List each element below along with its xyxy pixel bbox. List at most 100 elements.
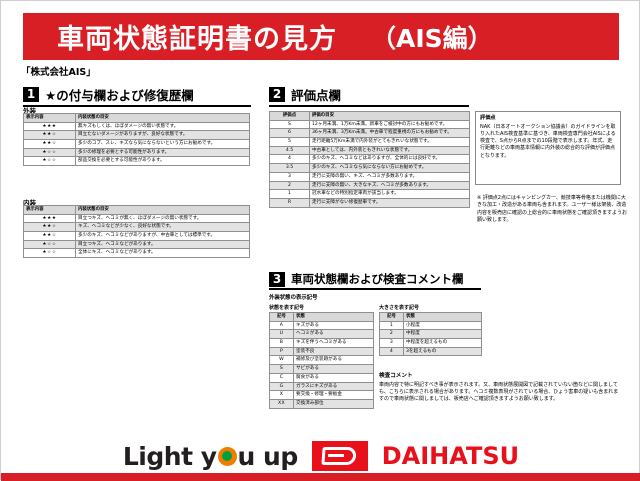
section-3-number: 3 [269, 271, 285, 287]
condition-description: 腐食がある [293, 372, 374, 383]
table-row: 5 走行距離5万Km未満で内外装がとてもきれいな状態です。 [269, 136, 470, 147]
section-1-title: ★の付与欄および修復歴欄 [45, 88, 194, 103]
table-row: ★☆☆ 多少の修理を必要とする可能性があります。 [23, 147, 250, 158]
table-row: 2 走行に支障の無い、大きなキズ、ヘコミが多数あります。 [269, 180, 470, 191]
evaluation-description: 冠水車などの特別指定車両が該当します。 [309, 189, 470, 200]
table-row: ★★☆ 多少のキズ、ヘコミなどがありますが、中古車としては標準です。 [23, 230, 250, 241]
evaluation-description: 走行に支障がない修復歴車です。 [309, 198, 470, 208]
condition-symbol: XX [269, 399, 294, 409]
size-symbol-label: 大きさを表す記号 [379, 305, 420, 311]
section-2-header: 2 評価点欄 [269, 85, 469, 107]
star-rating: ★★★ [23, 213, 76, 224]
ring-o-icon [217, 446, 237, 466]
evaluation-score: 2 [269, 180, 310, 191]
table-row: 3 走行に支障の無い、キズ、ヘコミが多数あります。 [269, 171, 470, 182]
rating-description: 多少のキズ、ヘコミなどがありますが、中古車としては標準です。 [75, 230, 250, 241]
condition-symbol: P [269, 346, 294, 357]
table-row: U ヘコミがある [269, 329, 374, 339]
table-row: 4.5 中古車としては、内外装ともきれいな状態です。 [269, 145, 470, 156]
exterior-rating-table: 表示内容 内装状態の目安 ★★★ 無キズもしくは、ほぼダメージの無い状態です。 ★★… [23, 113, 250, 167]
table-row: ★★☆ 目立たないダメージがありますが、良好な状態です。 [23, 130, 250, 140]
evaluation-description: 中古車としては、内外装ともきれいな状態です。 [309, 145, 470, 156]
table-row: 1 冠水車などの特別指定車両が該当します。 [269, 189, 470, 200]
exterior-label: 外装 [23, 107, 36, 115]
evaluation-score: S [269, 119, 310, 130]
table-header-row: 表示内容 内装状態の目安 [23, 205, 250, 215]
table-header-row: 表示内容 内装状態の目安 [23, 113, 250, 123]
rating-description: 目立つキズ、ヘコミが無く、ほぼダメージの無い状態です。 [75, 213, 250, 224]
condition-description: 交換済み部位 [293, 399, 374, 409]
table-row: 4 3を超えるもの [379, 346, 482, 357]
condition-description: キズがある [293, 320, 374, 331]
table-row: ★★★ 無キズもしくは、ほぼダメージの無い状態です。 [23, 121, 250, 132]
size-symbol: 3 [379, 337, 404, 348]
size-description: 中程度 [403, 329, 482, 339]
table-row: 3 中程度を超えるもの [379, 337, 482, 348]
footer: Light y u up DAIHATSU [1, 431, 640, 481]
condition-symbol: B [269, 337, 294, 348]
table-row: 6 36ヶ月未満、3万Km未満。中古車で程度重視の方にもお勧めです。 [269, 128, 470, 138]
size-symbol: 1 [379, 320, 404, 331]
table-row: ★★☆ 多少のコブ、スレ、キズなら気にならないという方にお勧めです。 [23, 138, 250, 149]
condition-symbol: X [269, 390, 294, 401]
condition-symbol: G [269, 381, 294, 392]
col-symbol: 記号 [379, 312, 404, 322]
inspection-comment-block: 検査コメント 車両内容で特に明記すべき事が表示されます。又、車両状態展開図で記載… [379, 373, 623, 403]
inspection-comment-title: 検査コメント [379, 373, 413, 379]
table-row: ★★☆ キズ、ヘコミなどが少なく、良好な状態です。 [23, 222, 250, 232]
evaluation-score: R [269, 198, 310, 208]
section-3-header: 3 車両状態欄および検査コメント欄 [269, 271, 481, 290]
table-header-row: 記号 状態 [269, 312, 374, 322]
table-row: 4 多少のキズ、ヘコミなどはありますが、全体的には良好です。 [269, 154, 470, 165]
evaluation-score-table: 評価点 評価の目安 S 12ヶ月未満、1万Km未満。新車をご検討中の方にもお勧めで… [269, 111, 470, 208]
evaluation-description: 走行に支障の無い、大きなキズ、ヘコミが多数あります。 [309, 180, 470, 191]
footer-red-bar [1, 473, 640, 481]
table-row: A キズがある [269, 320, 374, 331]
section-2-number: 2 [269, 87, 285, 102]
condition-symbol: U [269, 329, 294, 339]
section-3-title: 車両状態欄および検査コメント欄 [291, 272, 464, 286]
table-row: ★☆☆ 目立つキズ、ヘコミなどがあります。 [23, 239, 250, 250]
evaluation-score: 1 [269, 189, 310, 200]
brand-name: DAIHATSU [381, 442, 520, 470]
col-score: 評価点 [269, 111, 310, 121]
col-display: 表示内容 [23, 205, 76, 215]
condition-description: ガラスにキズがある [293, 381, 374, 392]
star-rating: ★☆☆ [23, 147, 76, 158]
condition-description: 塗装不良 [293, 346, 374, 357]
evaluation-description: 12ヶ月未満、1万Km未満。新車をご検討中の方にもお勧めです。 [309, 119, 470, 130]
col-display: 表示内容 [23, 113, 76, 123]
rating-description: キズ、ヘコミなどが少なく、良好な状態です。 [75, 222, 250, 232]
col-desc: 内装状態の目安 [75, 205, 250, 215]
evaluation-note-title: 評価点 [480, 115, 496, 121]
section-2-title: 評価点欄 [291, 88, 342, 103]
star-rating: ★★☆ [23, 130, 76, 140]
company-name: 「株式会社AIS」 [21, 67, 96, 78]
page-title: 車両状態証明書の見方 [57, 24, 337, 55]
col-desc: 内装状態の目安 [75, 113, 250, 123]
slogan-right-text: u up [237, 441, 299, 471]
table-row: R 走行に支障がない修復歴車です。 [269, 198, 470, 208]
condition-symbol: C [269, 372, 294, 383]
evaluation-description: 多少のキズ、ヘコミなら気にならない方にお勧めです。 [309, 163, 470, 173]
table-row: S 12ヶ月未満、1万Km未満。新車をご検討中の方にもお勧めです。 [269, 119, 470, 130]
table-row: ★★★ 目立つキズ、ヘコミが無く、ほぼダメージの無い状態です。 [23, 213, 250, 224]
star-rating: ★☆☆ [23, 156, 76, 167]
slogan: Light y u up [123, 442, 298, 471]
evaluation-score: 4.5 [269, 145, 310, 156]
star-rating: ★☆☆ [23, 248, 76, 259]
condition-description: 補修及び塗装跡がある [293, 355, 374, 366]
star-rating: ★☆☆ [23, 239, 76, 250]
table-header-row: 記号 状態 [379, 312, 482, 322]
table-row: W 補修及び塗装跡がある [269, 355, 374, 366]
table-row: G ガラスにキズがある [269, 381, 374, 392]
star-rating: ★★☆ [23, 230, 76, 241]
inspection-comment-body: 車両内容で特に明記すべき事が表示されます。又、車両状態展開図で記載されていない箇… [379, 381, 619, 403]
evaluation-description: 多少のキズ、ヘコミなどはありますが、全体的には良好です。 [309, 154, 470, 165]
rating-description: 多少の修理を必要とする可能性があります。 [75, 147, 250, 158]
table-row: S サビがある [269, 364, 374, 374]
table-row: B キズを伴うヘコミがある [269, 337, 374, 348]
table-row: 3.5 多少のキズ、ヘコミなら気にならない方にお勧めです。 [269, 163, 470, 173]
title-banner: 車両状態証明書の見方 （AIS編） [23, 13, 619, 60]
